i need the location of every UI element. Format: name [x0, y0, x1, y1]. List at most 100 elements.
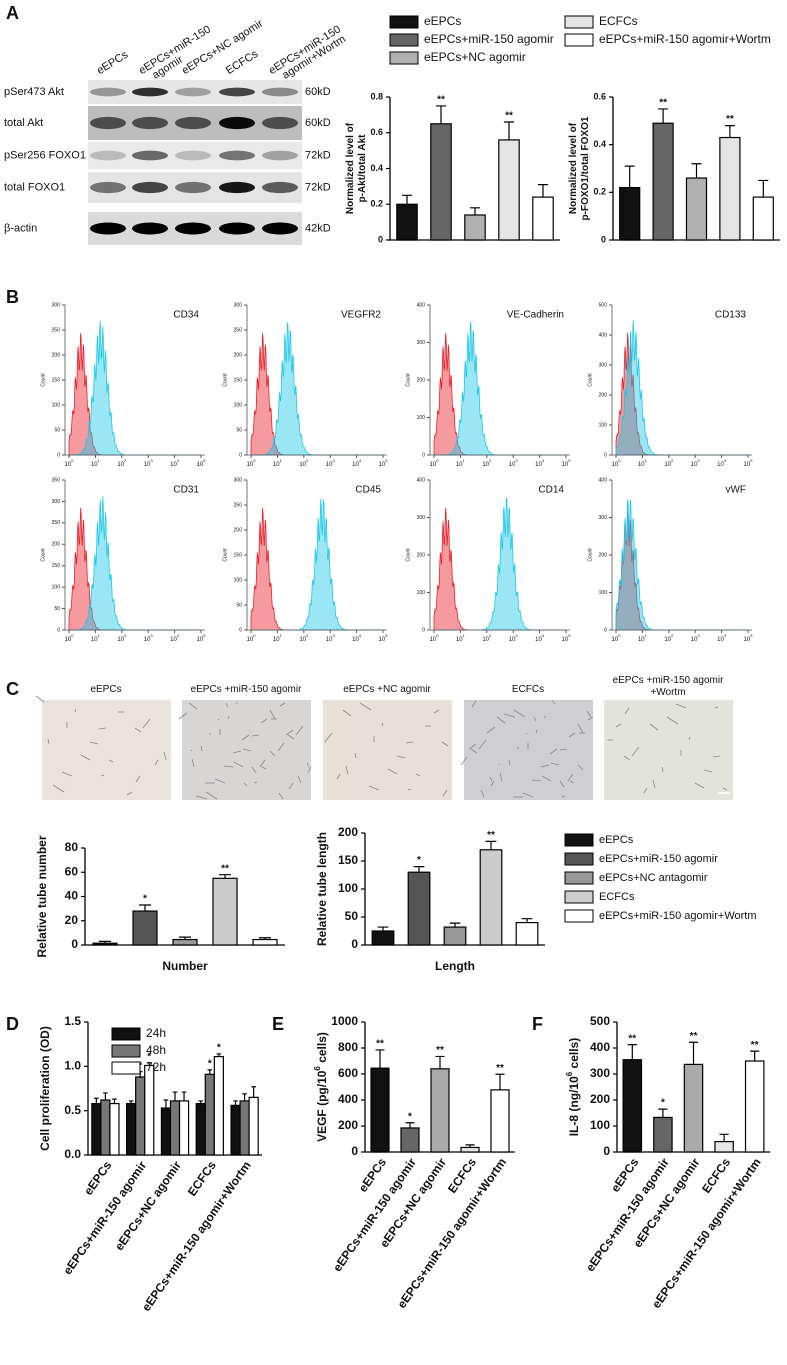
flow-x-tick-label: 101	[91, 633, 101, 643]
error-bar	[216, 1053, 222, 1057]
blot-band	[175, 150, 211, 161]
blot-band	[132, 222, 168, 235]
flow-x-tick-label: 105	[562, 458, 572, 468]
flow-y-tick-label: 0	[239, 627, 242, 633]
flow-x-tick-exponent: 3	[332, 458, 335, 463]
bar	[92, 942, 118, 946]
tube-structure	[631, 746, 640, 757]
y-axis-label-text: IL-8 (ng/10	[567, 1076, 581, 1136]
flow-x-tick-base: 10	[664, 462, 671, 468]
bar	[396, 203, 418, 241]
legend-swatch	[389, 15, 419, 29]
y-axis-label-line: Normalized level of	[345, 122, 356, 214]
tube-structure	[722, 787, 728, 791]
tube-structure	[251, 734, 260, 737]
tube-structure	[74, 708, 77, 713]
flow-x-tick-label: 100	[247, 633, 257, 643]
tube-structure	[531, 779, 542, 782]
flow-y-tick-label: 100	[417, 590, 426, 596]
error-bar	[375, 1049, 385, 1069]
tube-structure	[163, 751, 167, 761]
tube-structure	[550, 762, 560, 766]
tube-structure	[191, 758, 195, 768]
flow-title: VEGFR2	[341, 310, 381, 321]
tube-label-line: +Wortm	[650, 687, 685, 698]
flow-x-tick-label: 100	[430, 458, 440, 468]
y-axis-label-sup: 6	[565, 1071, 574, 1076]
flow-x-tick-exponent: 4	[542, 458, 545, 463]
flow-y-tick-label: 400	[417, 302, 426, 308]
legend-swatch	[564, 33, 594, 47]
y-tick-label: 0.4	[593, 139, 606, 149]
flow-x-tick-exponent: 2	[124, 633, 127, 638]
tube-structure	[241, 734, 250, 741]
flow-x-tick-label: 105	[379, 458, 389, 468]
blot-row-label: total Akt	[4, 117, 43, 129]
bar	[652, 122, 674, 241]
flow-x-tick-exponent: 1	[98, 458, 101, 463]
significance-mark: **	[726, 114, 734, 125]
flow-title: vWF	[725, 485, 746, 496]
y-tick-label: 0	[351, 1144, 358, 1158]
y-tick-label: 40	[65, 889, 79, 903]
y-tick-label: 200	[590, 1092, 610, 1106]
tube-structure	[259, 759, 266, 768]
tube-structure	[288, 782, 294, 790]
flow-x-tick-exponent: 0	[618, 458, 621, 463]
flow-x-tick-exponent: 5	[568, 633, 571, 638]
flow-x-tick-base: 10	[509, 462, 516, 468]
tube-structure	[200, 745, 203, 752]
flow-y-tick-label: 150	[52, 377, 61, 383]
error-bar	[435, 1055, 445, 1069]
flow-x-tick-label: 105	[562, 633, 572, 643]
legend-label: eEPCs+miR-150 agomir	[424, 32, 554, 46]
flow-x-tick-label: 103	[326, 633, 336, 643]
flow-x-tick-label: 101	[273, 633, 283, 643]
y-tick-label: 1.5	[64, 1014, 81, 1028]
flow-x-tick-exponent: 4	[359, 633, 362, 638]
flow-x-tick-base: 10	[717, 637, 724, 643]
flow-x-tick-base: 10	[535, 462, 542, 468]
tube-image	[604, 700, 733, 800]
x-axis-label: Number	[162, 959, 208, 973]
y-axis-label: IL-8 (ng/106 cells)	[565, 1038, 581, 1137]
flow-x-tick-base: 10	[65, 637, 72, 643]
y-axis-label-after: cells)	[315, 1032, 329, 1066]
flow-x-tick-base: 10	[379, 637, 386, 643]
legend-swatch	[564, 15, 594, 29]
flow-x-tick-label: 101	[638, 458, 648, 468]
tube-structure	[100, 774, 105, 777]
significance-mark: **	[436, 1045, 444, 1056]
flow-x-tick-label: 104	[170, 458, 180, 468]
flow-x-tick-exponent: 2	[489, 458, 492, 463]
significance-mark: *	[661, 1098, 665, 1109]
tube-structure	[499, 772, 503, 782]
tube-structure	[89, 741, 99, 745]
tube-structure	[287, 734, 295, 740]
blot-size-label: 60kD	[305, 86, 331, 98]
flow-x-tick-label: 103	[509, 633, 519, 643]
flow-x-tick-base: 10	[456, 462, 463, 468]
tube-structure	[533, 716, 537, 722]
error-bar	[198, 1100, 204, 1104]
flow-x-tick-base: 10	[509, 637, 516, 643]
flow-y-label: Count	[405, 548, 411, 562]
y-tick-label: 0.6	[370, 127, 383, 137]
tube-structure	[214, 778, 226, 784]
bar	[144, 1064, 155, 1156]
flow-y-tick-label: 50	[54, 427, 60, 433]
flow-x-tick-label: 104	[717, 458, 727, 468]
flow-x-tick-label: 102	[482, 458, 492, 468]
bar	[464, 214, 486, 241]
blot-band	[262, 222, 298, 235]
flow-x-tick-label: 102	[664, 458, 674, 468]
flow-x-tick-label: 104	[352, 458, 362, 468]
tube-structure	[260, 718, 268, 724]
flow-y-tick-label: 250	[234, 502, 243, 508]
tube-structure	[336, 773, 341, 780]
flow-x-tick-label: 101	[456, 633, 466, 643]
legend-label: eEPCs+miR-150 agomir	[599, 853, 718, 865]
significance-mark: **	[628, 1033, 636, 1044]
flow-title: CD133	[715, 310, 747, 321]
